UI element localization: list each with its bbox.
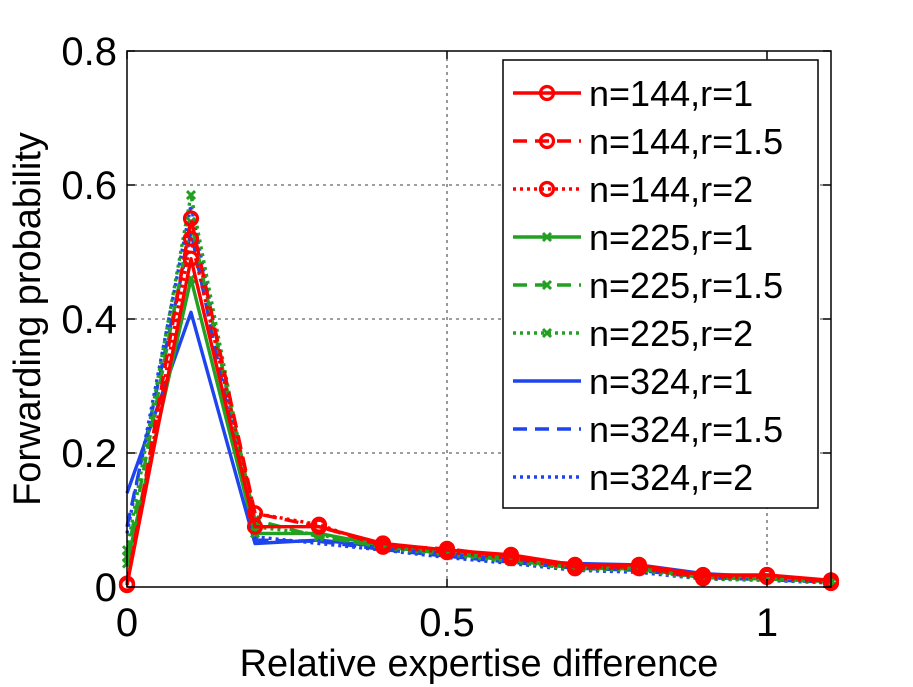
x-tick-label: 0 (116, 601, 138, 645)
data-point (438, 542, 456, 559)
y-axis-title: Forwarding probability (7, 132, 49, 506)
legend-item: n=144,r=1 (513, 73, 753, 114)
legend-item: n=225,r=1.5 (513, 265, 783, 306)
data-point (182, 250, 200, 267)
y-tick-label: 0.6 (61, 164, 117, 208)
legend-label: n=324,r=2 (589, 457, 753, 498)
legend-marker (541, 231, 553, 243)
legend-item: n=324,r=2 (513, 457, 753, 498)
data-point (246, 518, 264, 535)
ticks: 0 0.5 1 0 0.2 0.4 0.6 0.8 (61, 30, 831, 645)
legend-label: n=225,r=2 (589, 313, 753, 354)
legend-label: n=324,r=1 (589, 361, 753, 402)
y-tick-label: 0.2 (61, 432, 117, 476)
series-line (125, 236, 832, 585)
legend-label: n=144,r=1.5 (589, 121, 783, 162)
x-tick-label: 0.5 (419, 601, 475, 645)
legend-item: n=225,r=2 (513, 313, 753, 354)
data-point (374, 535, 392, 552)
legend-label: n=144,r=2 (589, 169, 753, 210)
series-line (125, 193, 832, 584)
legend-marker (538, 84, 556, 102)
legend-item: n=144,r=2 (513, 169, 753, 210)
legend-item: n=324,r=1.5 (513, 409, 783, 450)
legend-label: n=225,r=1.5 (589, 265, 783, 306)
legend-label: n=324,r=1.5 (589, 409, 783, 450)
data-point (566, 556, 584, 573)
legend-item: n=324,r=1 (513, 361, 753, 402)
legend-marker (538, 132, 556, 150)
data-point (182, 230, 200, 247)
legend-marker (541, 327, 553, 339)
legend-marker (541, 279, 553, 291)
data-point (182, 210, 200, 227)
data-point (310, 518, 328, 535)
legend-item: n=144,r=1.5 (513, 121, 783, 162)
x-tick-label: 1 (756, 601, 778, 645)
x-axis-title: Relative expertise difference (240, 643, 719, 685)
y-tick-label: 0.8 (61, 30, 117, 74)
data-point (185, 189, 197, 201)
series-layer (118, 189, 840, 594)
data-point (502, 546, 520, 563)
data-point (694, 566, 712, 584)
legend-marker (538, 180, 556, 198)
legend: n=144,r=1 n=144,r=1.5 n=144,r=2 n=225,r=1 n=… (502, 59, 819, 509)
legend-item: n=225,r=1 (513, 217, 753, 258)
y-tick-label: 0 (95, 566, 117, 610)
legend-label: n=144,r=1 (589, 73, 753, 114)
y-tick-label: 0.4 (61, 298, 117, 342)
legend-label: n=225,r=1 (589, 217, 753, 258)
legend-box (502, 59, 819, 509)
series-line (125, 257, 832, 586)
data-point (630, 556, 648, 573)
